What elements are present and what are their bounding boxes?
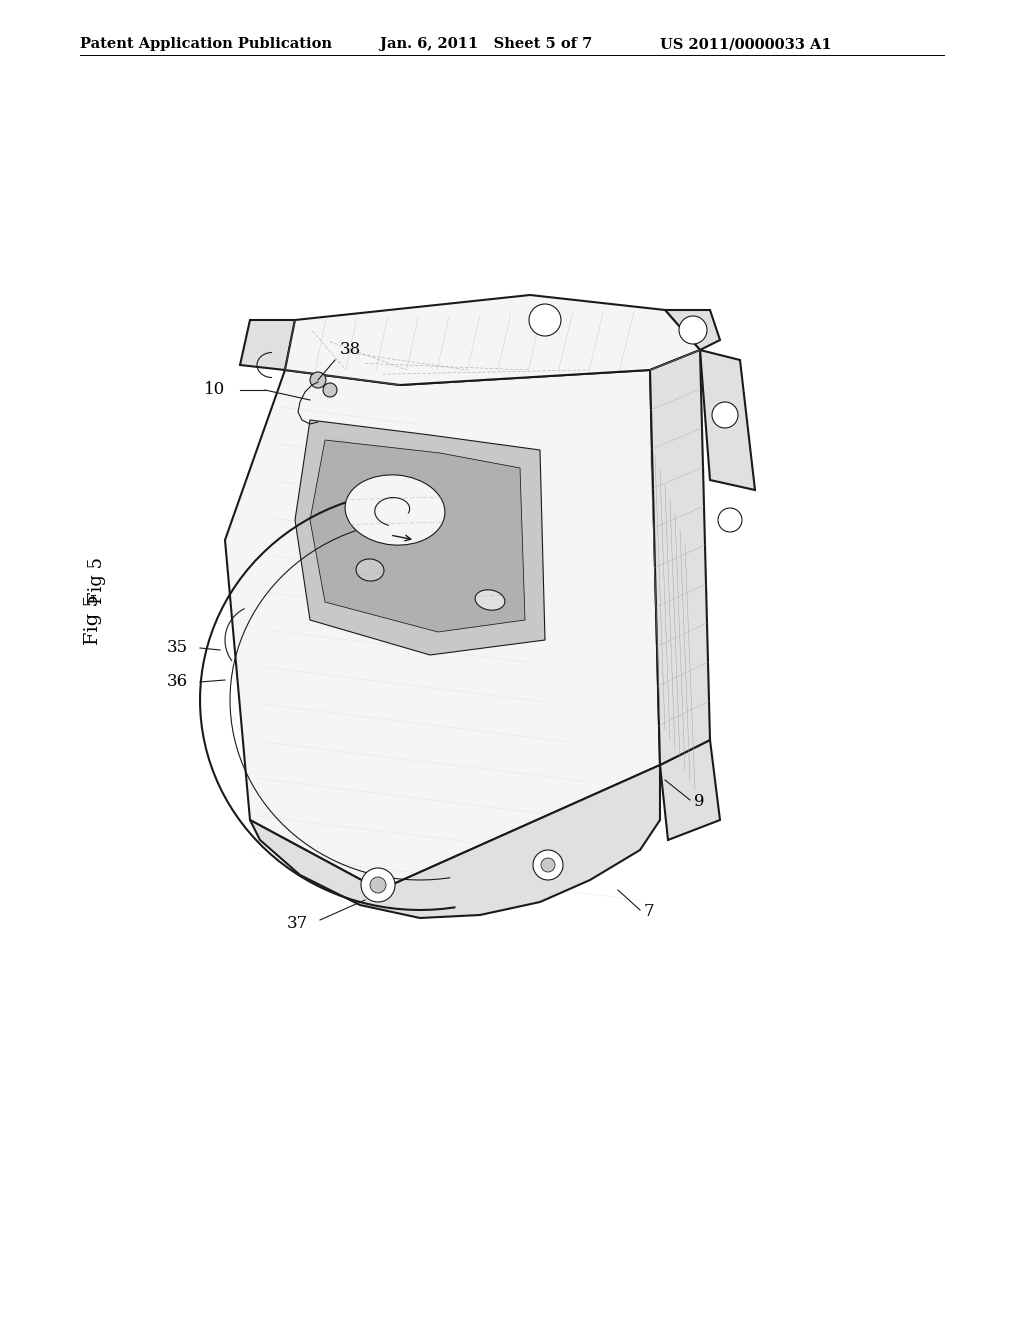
Polygon shape: [650, 350, 710, 766]
Polygon shape: [285, 294, 700, 385]
Circle shape: [361, 869, 395, 902]
Text: 10: 10: [204, 381, 225, 399]
Polygon shape: [310, 440, 525, 632]
Circle shape: [310, 372, 326, 388]
Polygon shape: [240, 319, 295, 370]
Circle shape: [529, 304, 561, 337]
Circle shape: [370, 876, 386, 894]
Ellipse shape: [345, 475, 444, 545]
Text: 7: 7: [644, 903, 654, 920]
Circle shape: [534, 850, 563, 880]
Text: US 2011/0000033 A1: US 2011/0000033 A1: [660, 37, 831, 51]
Text: 37: 37: [287, 915, 308, 932]
Polygon shape: [700, 350, 755, 490]
Text: Patent Application Publication: Patent Application Publication: [80, 37, 332, 51]
Circle shape: [712, 403, 738, 428]
Circle shape: [718, 508, 742, 532]
Text: 36: 36: [167, 673, 188, 690]
Text: Fig 5: Fig 5: [84, 594, 102, 645]
Polygon shape: [250, 766, 660, 917]
Text: 35: 35: [167, 639, 188, 656]
Circle shape: [679, 315, 707, 345]
Polygon shape: [660, 741, 720, 840]
Text: 38: 38: [340, 341, 361, 358]
Circle shape: [323, 383, 337, 397]
Polygon shape: [225, 370, 660, 890]
Circle shape: [541, 858, 555, 873]
Ellipse shape: [356, 558, 384, 581]
Ellipse shape: [475, 590, 505, 610]
Text: 9: 9: [694, 793, 705, 810]
Polygon shape: [665, 310, 720, 350]
Text: Fig 5: Fig 5: [88, 557, 106, 603]
Text: Jan. 6, 2011   Sheet 5 of 7: Jan. 6, 2011 Sheet 5 of 7: [380, 37, 592, 51]
Polygon shape: [295, 420, 545, 655]
